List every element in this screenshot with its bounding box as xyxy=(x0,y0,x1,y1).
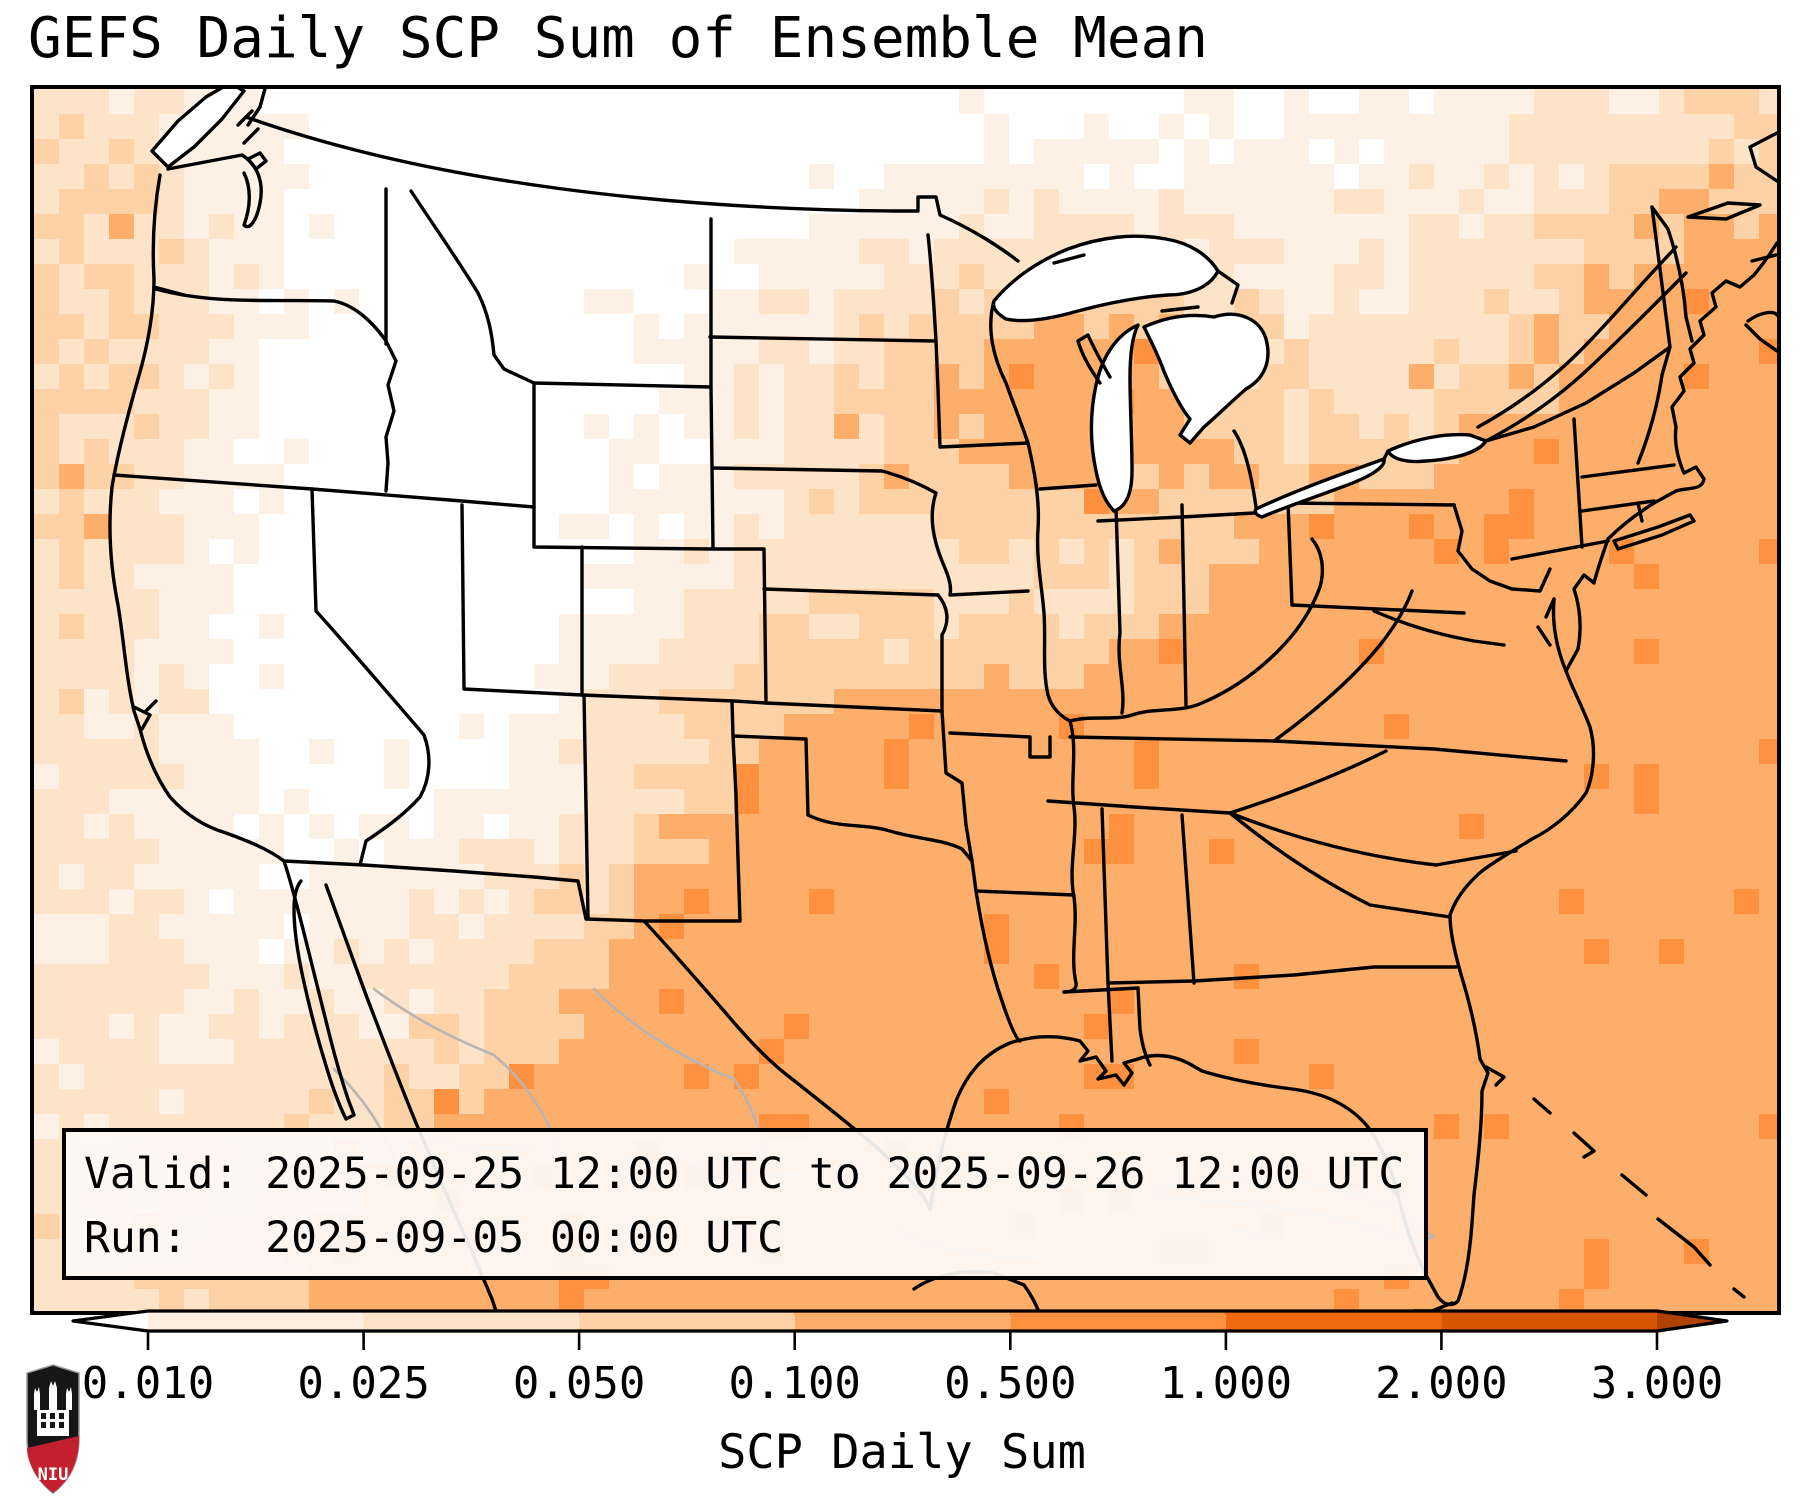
florida-keys xyxy=(1412,1301,1454,1311)
logo-text: NIU xyxy=(38,1465,69,1485)
long-island xyxy=(1612,513,1696,551)
colorbar-tick-label: 0.050 xyxy=(513,1358,645,1409)
coastlines xyxy=(108,89,1777,1311)
colorbar-tick-label: 0.500 xyxy=(944,1358,1076,1409)
colorbar-under-arrow xyxy=(73,1311,148,1331)
vancouver-island xyxy=(150,89,246,169)
st-lawrence-north xyxy=(1476,245,1678,429)
colorbar-over-arrow xyxy=(1657,1311,1727,1331)
colorbar-segment xyxy=(794,1311,1011,1331)
colorbar-segment xyxy=(579,1311,795,1331)
colorbar-tick-label: 0.100 xyxy=(728,1358,860,1409)
colorbar-tick-label: 2.000 xyxy=(1375,1358,1507,1409)
lake-superior xyxy=(991,234,1220,323)
valid-line: Valid: 2025-09-25 12:00 UTC to 2025-09-2… xyxy=(84,1149,1405,1199)
new-england-coast xyxy=(1606,241,1777,541)
pacific-coast xyxy=(108,173,286,863)
page-title: GEFS Daily SCP Sum of Ensemble Mean xyxy=(28,6,1209,71)
bahamas xyxy=(1484,1065,1746,1299)
us-map xyxy=(34,89,1777,1311)
st-lawrence-south xyxy=(1484,271,1688,443)
lake-michigan xyxy=(1089,323,1140,513)
map-canvas xyxy=(30,85,1781,1315)
colorbar-tick-label: 3.000 xyxy=(1591,1358,1723,1409)
colorbar-tick-label: 0.025 xyxy=(297,1358,429,1409)
colorbar-segment xyxy=(1225,1311,1442,1331)
great-lakes xyxy=(991,234,1488,519)
colorbar-segment xyxy=(1010,1311,1226,1331)
colorbar-segment xyxy=(1441,1311,1657,1331)
puget-sound xyxy=(166,153,263,229)
baja-california xyxy=(282,859,356,1121)
gulf-atlantic-coast xyxy=(928,597,1596,1307)
lake-ontario xyxy=(1386,432,1488,464)
lake-huron xyxy=(1142,312,1270,445)
state-borders xyxy=(112,187,1694,1067)
colorbar-tick-label: 0.010 xyxy=(82,1358,214,1409)
logo-red-band xyxy=(27,1436,79,1493)
valid-run-info-box: Valid: 2025-09-25 12:00 UTC to 2025-09-2… xyxy=(62,1128,1428,1280)
delmarva-nj-coast xyxy=(1564,537,1610,673)
colorbar-segment xyxy=(148,1311,364,1331)
heatmap-layer xyxy=(34,89,1777,1311)
logo-castle-windows xyxy=(41,1413,64,1428)
canada-border-49n xyxy=(244,115,1020,263)
colorbar-segment xyxy=(363,1311,580,1331)
colorbar-tick-label: 1.000 xyxy=(1160,1358,1292,1409)
run-line: Run: 2025-09-05 00:00 UTC xyxy=(84,1213,783,1263)
niu-logo: NIU xyxy=(26,1364,80,1494)
colorbar-axis-label: SCP Daily Sum xyxy=(718,1425,1086,1480)
lake-erie xyxy=(1253,457,1386,519)
colorbar: 0.010 0.025 0.050 0.100 0.500 1.000 2.000 3.000… xyxy=(71,1309,1729,1480)
ohio-river xyxy=(1068,537,1325,723)
maritime-canada xyxy=(1744,253,1777,353)
anticosti xyxy=(1686,131,1777,221)
